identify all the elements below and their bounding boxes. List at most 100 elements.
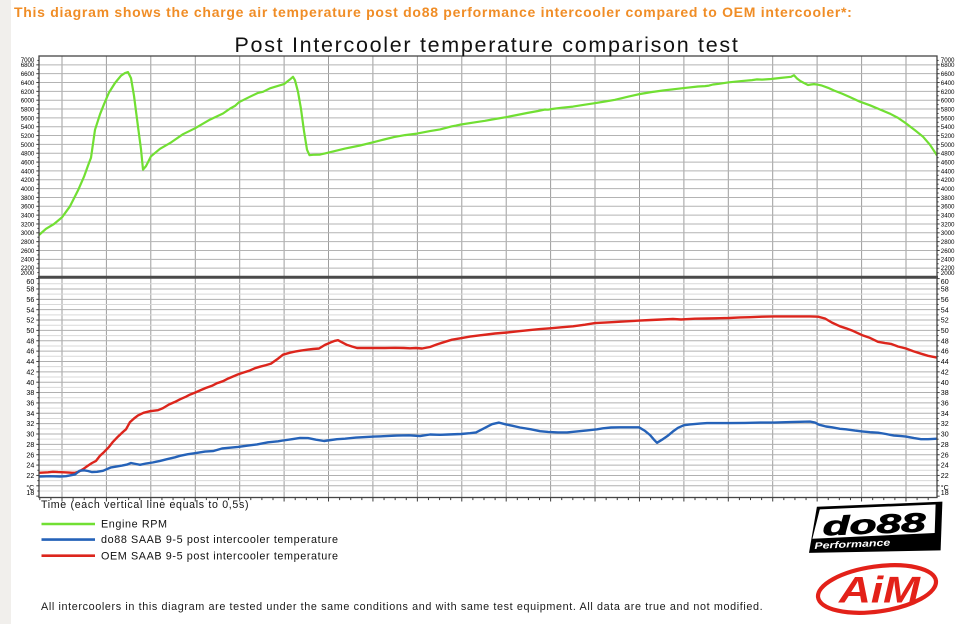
svg-text:5400: 5400 — [941, 124, 955, 131]
svg-text:4800: 4800 — [941, 151, 955, 158]
svg-text:34: 34 — [26, 410, 34, 418]
svg-text:4200: 4200 — [941, 177, 955, 184]
svg-text:52: 52 — [941, 317, 949, 325]
svg-text:24: 24 — [941, 462, 949, 470]
svg-text:2400: 2400 — [21, 257, 35, 264]
svg-text:40: 40 — [941, 379, 949, 387]
svg-text:30: 30 — [941, 431, 949, 439]
svg-text:42: 42 — [26, 368, 34, 376]
svg-text:50: 50 — [941, 327, 949, 335]
svg-text:26: 26 — [941, 451, 949, 459]
svg-text:4400: 4400 — [941, 168, 955, 175]
svg-text:4000: 4000 — [21, 186, 35, 193]
svg-text:44: 44 — [26, 358, 34, 366]
svg-text:5400: 5400 — [21, 124, 35, 131]
svg-text:5600: 5600 — [21, 115, 35, 122]
svg-text:38: 38 — [941, 389, 949, 397]
svg-text:58: 58 — [26, 286, 34, 294]
svg-text:58: 58 — [941, 286, 949, 294]
svg-text:5200: 5200 — [21, 133, 35, 140]
svg-text:28: 28 — [26, 441, 34, 449]
svg-text:22: 22 — [26, 472, 34, 480]
svg-text:3000: 3000 — [941, 230, 955, 237]
svg-text:3800: 3800 — [21, 195, 35, 202]
svg-text:3600: 3600 — [941, 204, 955, 211]
svg-text:6000: 6000 — [21, 98, 35, 105]
svg-text:3000: 3000 — [21, 230, 35, 237]
svg-text:30: 30 — [26, 431, 34, 439]
svg-text:5800: 5800 — [941, 106, 955, 113]
svg-text:48: 48 — [26, 337, 34, 345]
svg-text:5000: 5000 — [941, 142, 955, 149]
svg-text:3400: 3400 — [21, 213, 35, 220]
svg-text:32: 32 — [26, 420, 34, 428]
svg-text:6800: 6800 — [941, 62, 955, 69]
svg-text:22: 22 — [941, 472, 949, 480]
svg-text:3200: 3200 — [21, 221, 35, 228]
svg-text:Performance: Performance — [814, 537, 890, 551]
svg-text:Time (each vertical line equal: Time (each vertical line equals to 0,5s) — [41, 499, 249, 511]
svg-text:38: 38 — [26, 389, 34, 397]
svg-text:6200: 6200 — [941, 89, 955, 96]
svg-text:46: 46 — [941, 348, 949, 356]
svg-text:2000: 2000 — [21, 270, 35, 277]
svg-text:2800: 2800 — [21, 239, 35, 246]
svg-text:32: 32 — [941, 420, 949, 428]
svg-text:4600: 4600 — [21, 160, 35, 167]
svg-text:36: 36 — [26, 400, 34, 408]
svg-text:54: 54 — [26, 306, 34, 314]
svg-text:56: 56 — [941, 296, 949, 304]
svg-text:6200: 6200 — [21, 89, 35, 96]
svg-text:50: 50 — [26, 327, 34, 335]
svg-text:All intercoolers in this diagr: All intercoolers in this diagram are tes… — [41, 601, 763, 613]
svg-text:6400: 6400 — [941, 80, 955, 87]
svg-text:2200: 2200 — [21, 265, 35, 272]
svg-text:5800: 5800 — [21, 106, 35, 113]
svg-text:4800: 4800 — [21, 151, 35, 158]
svg-text:AiM: AiM — [838, 570, 922, 611]
svg-text:6800: 6800 — [21, 62, 35, 69]
svg-text:6600: 6600 — [941, 71, 955, 78]
svg-text:2600: 2600 — [21, 248, 35, 255]
svg-text:4000: 4000 — [941, 186, 955, 193]
svg-text:4600: 4600 — [941, 160, 955, 167]
svg-text:5600: 5600 — [941, 115, 955, 122]
svg-text:3200: 3200 — [941, 221, 955, 228]
svg-text:44: 44 — [941, 358, 949, 366]
svg-text:2000: 2000 — [941, 270, 955, 277]
svg-text:do88 SAAB 9-5 post intercooler: do88 SAAB 9-5 post intercooler temperatu… — [101, 534, 339, 546]
svg-text:40: 40 — [26, 379, 34, 387]
svg-text:36: 36 — [941, 400, 949, 408]
svg-text:Engine RPM: Engine RPM — [101, 519, 168, 531]
svg-text:7000: 7000 — [21, 57, 35, 64]
svg-text:24: 24 — [26, 462, 34, 470]
svg-text:46: 46 — [26, 348, 34, 356]
svg-text:28: 28 — [941, 441, 949, 449]
svg-text:6600: 6600 — [21, 71, 35, 78]
svg-text:2800: 2800 — [941, 239, 955, 246]
svg-text:°C: °C — [26, 484, 34, 492]
svg-text:18: 18 — [941, 489, 949, 497]
svg-text:OEM SAAB 9-5 post intercooler: OEM SAAB 9-5 post intercooler temperatur… — [101, 550, 339, 562]
svg-text:42: 42 — [941, 368, 949, 376]
svg-text:3400: 3400 — [941, 213, 955, 220]
svg-text:5000: 5000 — [21, 142, 35, 149]
svg-text:56: 56 — [26, 296, 34, 304]
svg-text:54: 54 — [941, 306, 949, 314]
svg-text:60: 60 — [941, 278, 949, 286]
svg-text:4400: 4400 — [21, 168, 35, 175]
svg-text:Post Intercooler temperature c: Post Intercooler temperature comparison … — [235, 33, 740, 57]
svg-text:2200: 2200 — [941, 265, 955, 272]
svg-text:3800: 3800 — [941, 195, 955, 202]
svg-text:5200: 5200 — [941, 133, 955, 140]
svg-text:52: 52 — [26, 317, 34, 325]
svg-text:48: 48 — [941, 337, 949, 345]
svg-text:7000: 7000 — [941, 57, 955, 64]
svg-text:34: 34 — [941, 410, 949, 418]
svg-text:do88: do88 — [822, 507, 927, 541]
svg-text:4200: 4200 — [21, 177, 35, 184]
svg-text:60: 60 — [26, 278, 34, 286]
svg-text:18: 18 — [26, 489, 34, 497]
svg-text:2400: 2400 — [941, 257, 955, 264]
svg-text:6400: 6400 — [21, 80, 35, 87]
